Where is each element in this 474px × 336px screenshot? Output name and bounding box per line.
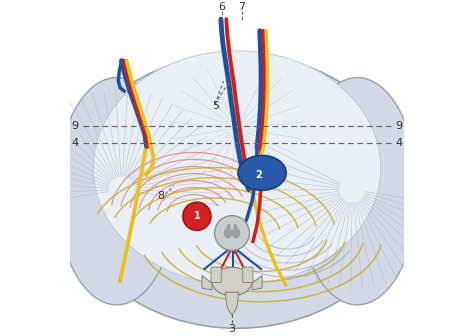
Text: 1: 1 [193,211,200,221]
Ellipse shape [238,156,286,190]
Ellipse shape [297,78,418,305]
FancyBboxPatch shape [243,267,253,283]
Polygon shape [202,276,212,290]
Text: 3: 3 [228,324,236,334]
Text: 7: 7 [238,2,246,12]
Text: 9: 9 [72,121,79,131]
Polygon shape [225,292,239,315]
Ellipse shape [93,51,381,285]
Polygon shape [252,276,262,290]
Ellipse shape [227,224,231,230]
Text: 4: 4 [395,138,402,148]
Ellipse shape [233,224,237,230]
Text: 9: 9 [395,121,402,131]
Ellipse shape [212,267,252,296]
Text: 5: 5 [212,101,219,111]
Text: 8: 8 [157,191,164,201]
Text: 4: 4 [72,138,79,148]
Ellipse shape [232,228,240,238]
Ellipse shape [224,228,232,238]
Text: 6: 6 [219,2,226,12]
Text: 2: 2 [255,170,262,179]
FancyBboxPatch shape [211,267,221,283]
Circle shape [215,216,249,250]
Ellipse shape [229,230,235,236]
Ellipse shape [66,54,408,328]
Circle shape [183,202,211,230]
Ellipse shape [56,78,177,305]
